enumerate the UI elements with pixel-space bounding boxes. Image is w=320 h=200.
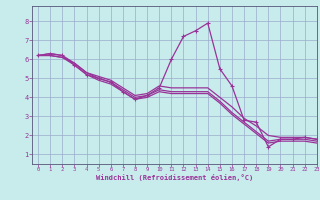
X-axis label: Windchill (Refroidissement éolien,°C): Windchill (Refroidissement éolien,°C): [96, 174, 253, 181]
